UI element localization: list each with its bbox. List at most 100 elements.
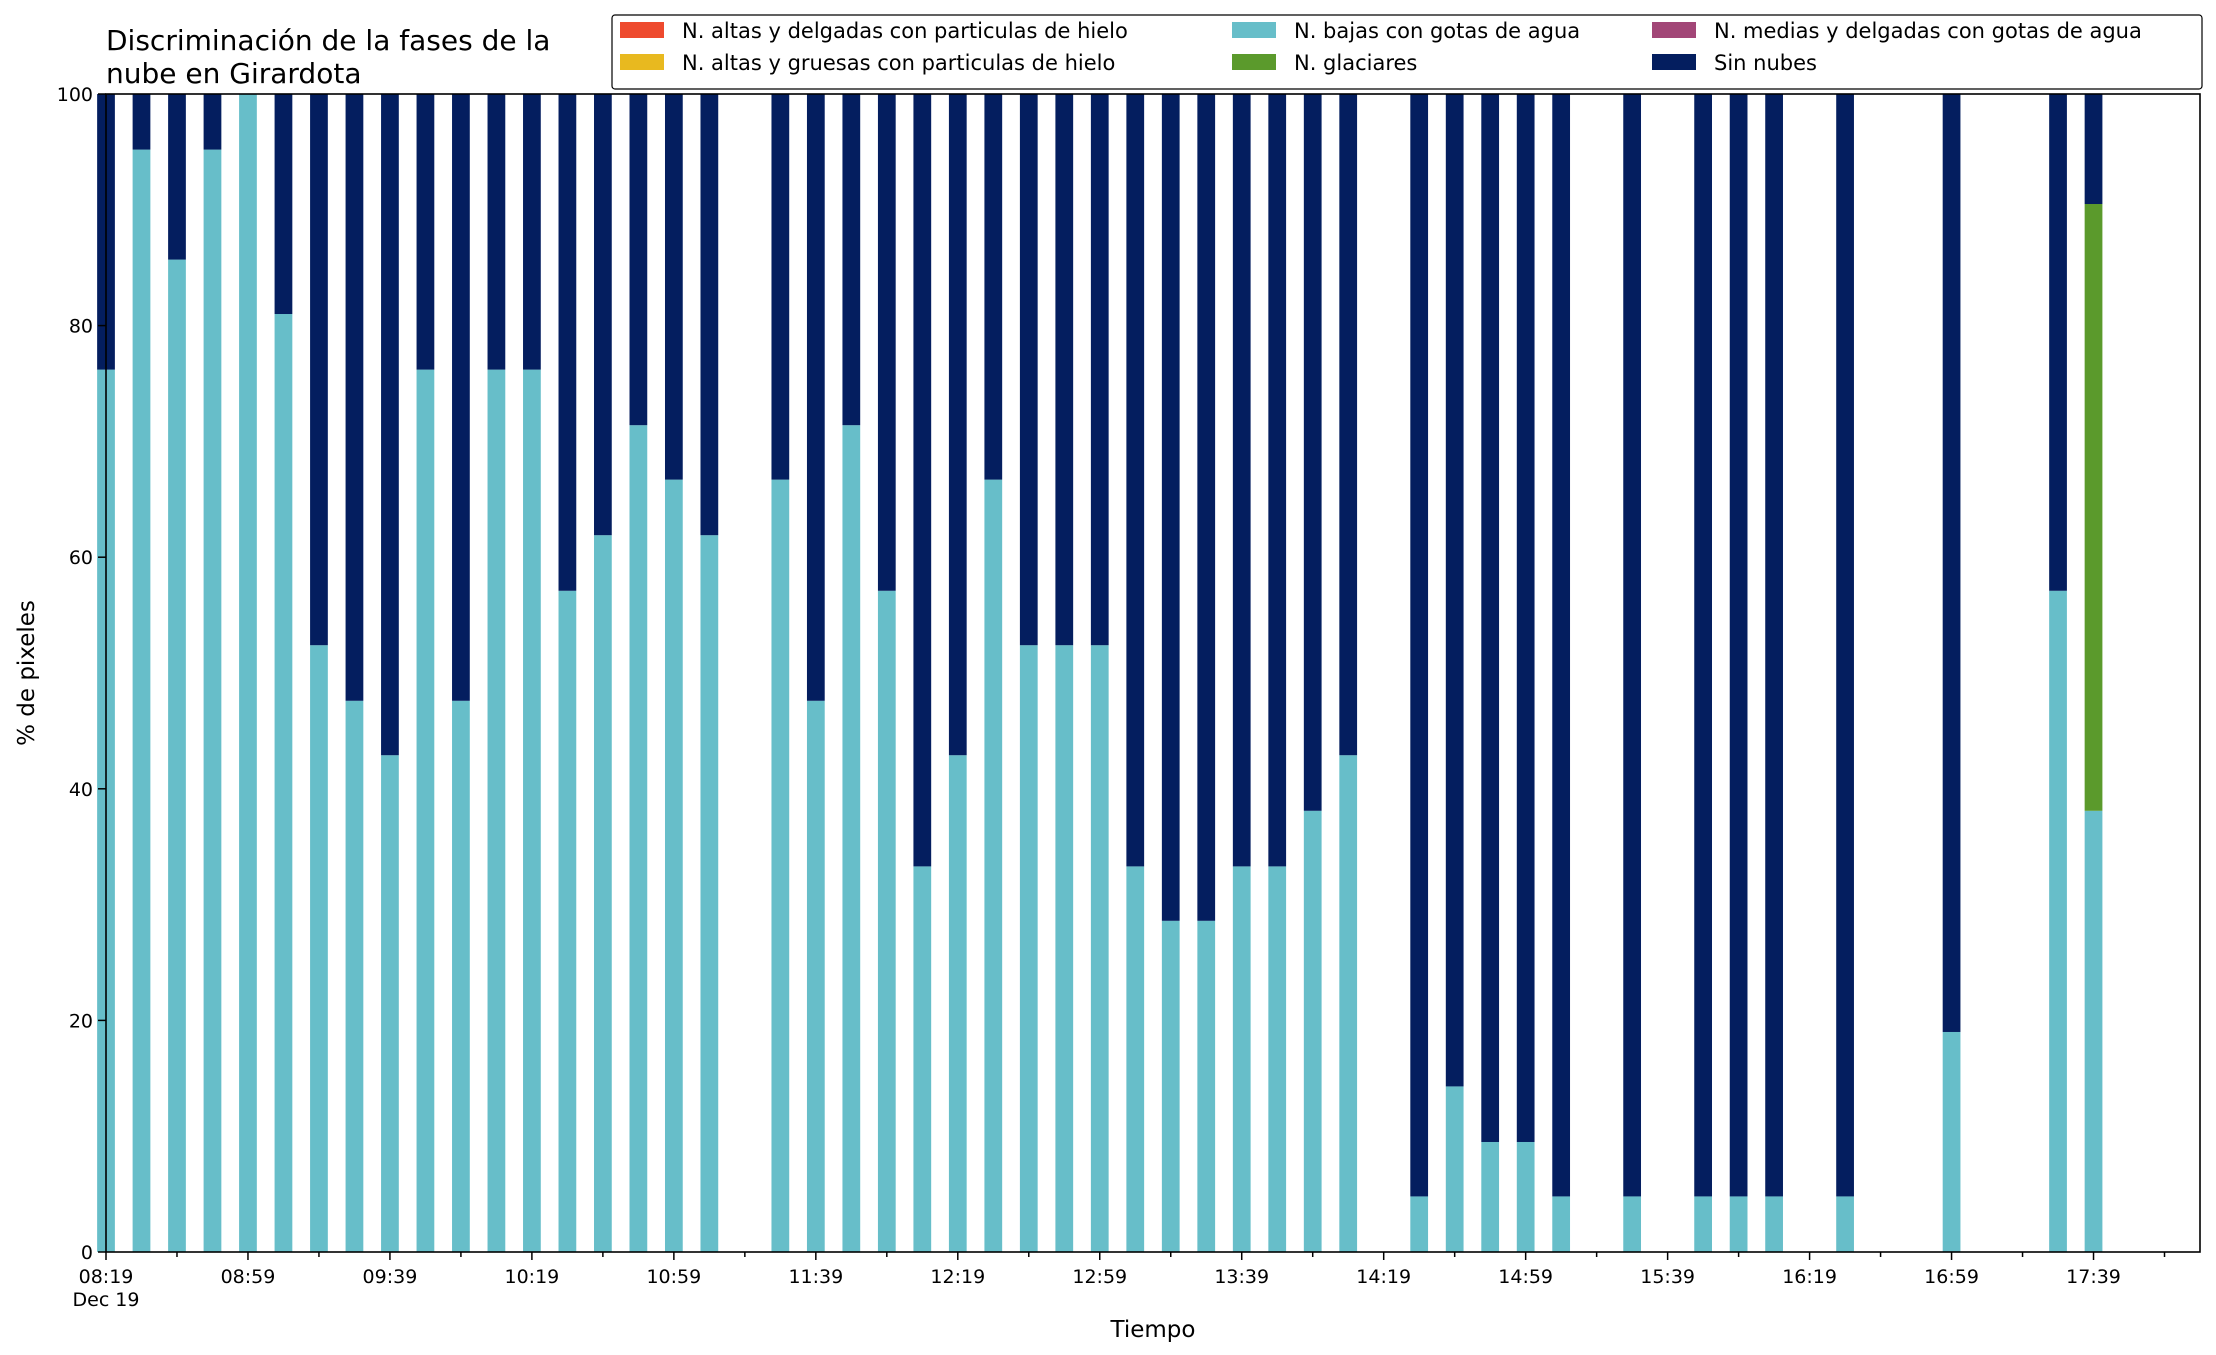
legend-label: N. altas y delgadas con particulas de hi…	[682, 19, 1128, 43]
bar-sin-nubes	[1836, 94, 1854, 1197]
bar-bajas	[771, 479, 790, 1252]
bar-sin-nubes	[594, 94, 612, 536]
legend-swatch	[620, 22, 664, 38]
bar-bajas	[381, 755, 399, 1252]
bar-sin-nubes	[1410, 94, 1429, 1197]
bar-bajas	[310, 645, 328, 1252]
bar-bajas	[1481, 1141, 1500, 1252]
bar-glaciares	[2084, 204, 2103, 811]
bar-sin-nubes	[771, 94, 790, 480]
bar-bajas	[877, 590, 896, 1252]
bar-bajas	[1232, 866, 1251, 1252]
bar-sin-nubes	[203, 94, 222, 150]
bar-bajas	[416, 369, 435, 1253]
x-axis-label: Tiempo	[1110, 1317, 1196, 1343]
bar-sin-nubes	[629, 94, 648, 426]
y-tick-label: 100	[57, 84, 93, 106]
bar-bajas	[1765, 1196, 1783, 1252]
bar-bajas	[168, 259, 186, 1253]
y-axis: 0 20 40 60 80 100	[57, 84, 106, 1264]
y-axis-label: % de pixeles	[14, 600, 40, 746]
bar-sin-nubes	[842, 94, 861, 426]
bar-sin-nubes	[1339, 94, 1358, 756]
bar-bajas	[806, 700, 825, 1252]
x-tick-label: 10:59	[646, 1266, 701, 1288]
bar-bajas	[1339, 755, 1358, 1252]
bar-bajas	[700, 535, 719, 1252]
y-tick-label: 60	[69, 547, 93, 569]
bar-sin-nubes	[1942, 94, 1961, 1032]
legend-swatch	[1652, 54, 1696, 70]
x-tick-label: 14:19	[1356, 1266, 1411, 1288]
bar-bajas	[558, 590, 577, 1252]
y-tick-label: 40	[69, 779, 93, 801]
bar-bajas	[487, 369, 506, 1253]
bar-sin-nubes	[1303, 94, 1322, 811]
bar-bajas	[913, 866, 932, 1252]
bar-sin-nubes	[1161, 94, 1180, 921]
bar-bajas	[1197, 920, 1216, 1252]
bar-sin-nubes	[1055, 94, 1074, 646]
bar-sin-nubes	[1268, 94, 1287, 867]
bar-sin-nubes	[132, 94, 151, 150]
bar-sin-nubes	[806, 94, 825, 701]
bar-sin-nubes	[1516, 94, 1535, 1142]
x-axis: Dec 19 08:19 08:59 09:39 10:19 10:59 11:39 12:…	[73, 1252, 2166, 1311]
x-tick-label: 13:39	[1214, 1266, 1269, 1288]
bar-sin-nubes	[487, 94, 506, 370]
bar-sin-nubes	[345, 94, 364, 701]
bar-bajas	[2049, 590, 2067, 1252]
bar-bajas	[842, 425, 861, 1252]
bar-sin-nubes	[168, 94, 186, 260]
bar-sin-nubes	[1232, 94, 1251, 867]
bar-bajas	[1694, 1196, 1712, 1252]
bar-bajas	[1019, 645, 1038, 1252]
chart-title-line-1: Discriminación de la fases de la	[106, 24, 550, 57]
legend-swatch	[1232, 54, 1276, 70]
bar-bajas	[629, 425, 648, 1252]
bars-group	[97, 94, 2103, 1253]
bar-sin-nubes	[1197, 94, 1216, 921]
legend-label: N. medias y delgadas con gotas de agua	[1714, 19, 2142, 43]
legend-label: Sin nubes	[1714, 51, 1817, 75]
bar-sin-nubes	[1481, 94, 1500, 1142]
bar-sin-nubes	[984, 94, 1003, 480]
x-tick-label: 16:59	[1924, 1266, 1979, 1288]
x-tick-label: 14:59	[1498, 1266, 1553, 1288]
bar-bajas	[1942, 1031, 1961, 1252]
x-tick-label: 12:59	[1072, 1266, 1127, 1288]
bar-sin-nubes	[664, 94, 683, 480]
bar-sin-nubes	[1126, 94, 1145, 867]
bar-sin-nubes	[1019, 94, 1038, 646]
bar-sin-nubes	[274, 94, 293, 315]
bar-bajas	[2084, 810, 2103, 1252]
bar-sin-nubes	[1552, 94, 1571, 1197]
bar-bajas	[1268, 866, 1287, 1252]
legend-label: N. glaciares	[1294, 51, 1417, 75]
bar-sin-nubes	[558, 94, 577, 591]
bar-bajas	[1836, 1196, 1854, 1252]
bar-bajas	[664, 479, 683, 1252]
bar-bajas	[239, 94, 257, 1252]
legend-label: N. altas y gruesas con particulas de hie…	[682, 51, 1115, 75]
bar-bajas	[1161, 920, 1180, 1252]
bar-sin-nubes	[700, 94, 719, 536]
y-tick-label: 0	[81, 1242, 93, 1264]
bar-bajas	[948, 755, 967, 1252]
x-tick-label: 12:19	[930, 1266, 985, 1288]
plot-frame	[105, 93, 2201, 1253]
bar-sin-nubes	[1694, 94, 1712, 1197]
bar-sin-nubes	[1765, 94, 1783, 1197]
x-tick-label: 16:19	[1782, 1266, 1837, 1288]
bar-bajas	[594, 535, 612, 1252]
bar-bajas	[1516, 1141, 1535, 1252]
bar-bajas	[203, 149, 222, 1253]
x-tick-label: 08:59	[221, 1266, 276, 1288]
bar-bajas	[1126, 866, 1145, 1252]
x-tick-label: 11:39	[788, 1266, 843, 1288]
legend: N. altas y delgadas con particulas de hi…	[611, 14, 2203, 90]
bar-sin-nubes	[913, 94, 932, 867]
bar-bajas	[1729, 1196, 1748, 1252]
bar-sin-nubes	[877, 94, 896, 591]
bar-bajas	[1552, 1196, 1571, 1252]
